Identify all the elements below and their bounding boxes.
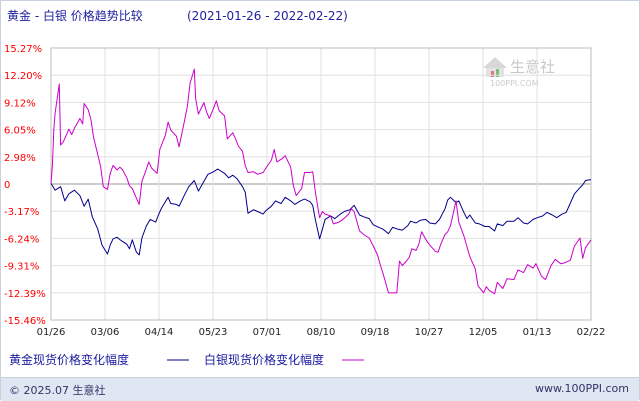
y-tick-label: 12.20% bbox=[4, 71, 42, 82]
watermark-text: 生意社 bbox=[510, 58, 555, 76]
y-tick-label: -12.39% bbox=[4, 289, 46, 300]
y-tick-label: -15.46% bbox=[4, 316, 46, 327]
chart-grid bbox=[50, 47, 592, 321]
y-tick-label: -9.31% bbox=[4, 262, 39, 273]
y-tick-label: -6.24% bbox=[4, 234, 39, 245]
chart-legend: 黄金现货价格变化幅度 白银现货价格变化幅度 bbox=[9, 352, 364, 367]
x-tick-label: 02/22 bbox=[577, 327, 606, 338]
y-tick-label: 15.27% bbox=[4, 44, 42, 55]
x-tick-label: 01/13 bbox=[523, 327, 552, 338]
gold-price-line bbox=[50, 168, 592, 256]
watermark: 生意社 100PPI.COM bbox=[483, 57, 555, 88]
x-tick-label: 05/23 bbox=[199, 327, 228, 338]
watermark-subtext: 100PPI.COM bbox=[490, 79, 539, 88]
x-tick-label: 04/14 bbox=[145, 327, 174, 338]
y-tick-label: 6.05% bbox=[4, 126, 36, 137]
x-axis: 01/26 03/06 04/14 05/23 07/01 08/10 09/18 10/27… bbox=[37, 327, 606, 338]
footer-bar: © 2025.07 生意社 www.100PPI.com bbox=[1, 377, 639, 401]
watermark-logo-icon bbox=[483, 57, 507, 77]
x-tick-label: 10/27 bbox=[415, 327, 444, 338]
y-tick-label: 2.98% bbox=[4, 153, 36, 164]
x-tick-label: 12/05 bbox=[469, 327, 498, 338]
chart-title: 黄金 - 白银 价格趋势比较 bbox=[7, 8, 143, 23]
y-axis: 15.27% 12.20% 9.12% 6.05% 2.98% 0 -3.17% -6.24%… bbox=[4, 44, 46, 327]
x-tick-label: 07/01 bbox=[253, 327, 282, 338]
legend-label-gold: 黄金现货价格变化幅度 bbox=[9, 352, 129, 367]
chart-date-range: (2021-01-26 - 2022-02-22) bbox=[187, 9, 348, 23]
footer-site-link[interactable]: www.100PPI.com bbox=[535, 382, 629, 395]
x-tick-label: 03/06 bbox=[91, 327, 120, 338]
silver-price-line bbox=[50, 68, 592, 295]
y-tick-label: 9.12% bbox=[4, 98, 36, 109]
price-trend-chart: 黄金 - 白银 价格趋势比较 (2021-01-26 - 2022-02-22)… bbox=[4, 8, 606, 367]
legend-label-silver: 白银现货价格变化幅度 bbox=[204, 352, 324, 367]
x-tick-label: 01/26 bbox=[37, 327, 66, 338]
x-tick-label: 09/18 bbox=[361, 327, 390, 338]
footer-copyright: © 2025.07 生意社 bbox=[9, 384, 106, 397]
chart-series bbox=[50, 68, 592, 295]
x-tick-label: 08/10 bbox=[307, 327, 336, 338]
y-tick-label: -3.17% bbox=[4, 207, 39, 218]
y-tick-label: 0 bbox=[4, 180, 10, 191]
